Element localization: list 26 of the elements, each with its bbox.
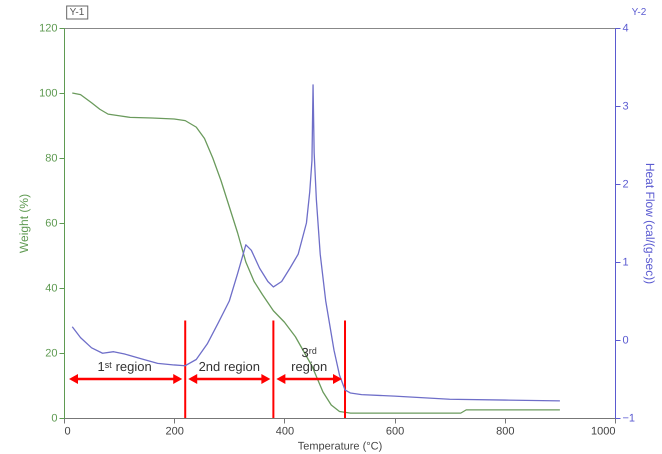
x-tick-label: 200 xyxy=(166,426,184,438)
x-axis-title: Temperature (°C) xyxy=(298,440,382,452)
y2-tick-label: 4 xyxy=(622,22,629,34)
y2-tick-label: 0 xyxy=(622,334,629,346)
annotation: 2nd region xyxy=(198,359,260,374)
y2-tick-label: 1 xyxy=(622,256,629,268)
y-tick-label: 20 xyxy=(45,348,58,360)
x-tick-label: 600 xyxy=(386,426,404,438)
y-tick-label: 40 xyxy=(45,282,58,294)
text: Y-1 xyxy=(70,7,85,18)
x-tick-label: 400 xyxy=(276,426,294,438)
y-tick-label: 120 xyxy=(39,22,58,34)
y-tick-label: 100 xyxy=(39,88,58,100)
y2-tick-label: 2 xyxy=(622,178,629,190)
y-tick-label: 80 xyxy=(45,152,58,164)
text: Y-2 xyxy=(632,7,647,18)
y2-tick-label: 3 xyxy=(622,100,629,112)
annotation: 1ˢᵗ region xyxy=(97,359,152,374)
y-axis-title: Weight (%) xyxy=(17,194,32,254)
x-tick-label: 800 xyxy=(496,426,514,438)
x-tick-label: 1000 xyxy=(591,426,616,438)
y-tick-label: 0 xyxy=(51,412,58,424)
y2-tick-label: −1 xyxy=(622,412,636,424)
x-tick-label: 0 xyxy=(64,426,71,438)
y-tick-label: 60 xyxy=(45,218,58,230)
y2-axis-title: Heat Flow (cal/(g-sec)) xyxy=(643,162,658,284)
